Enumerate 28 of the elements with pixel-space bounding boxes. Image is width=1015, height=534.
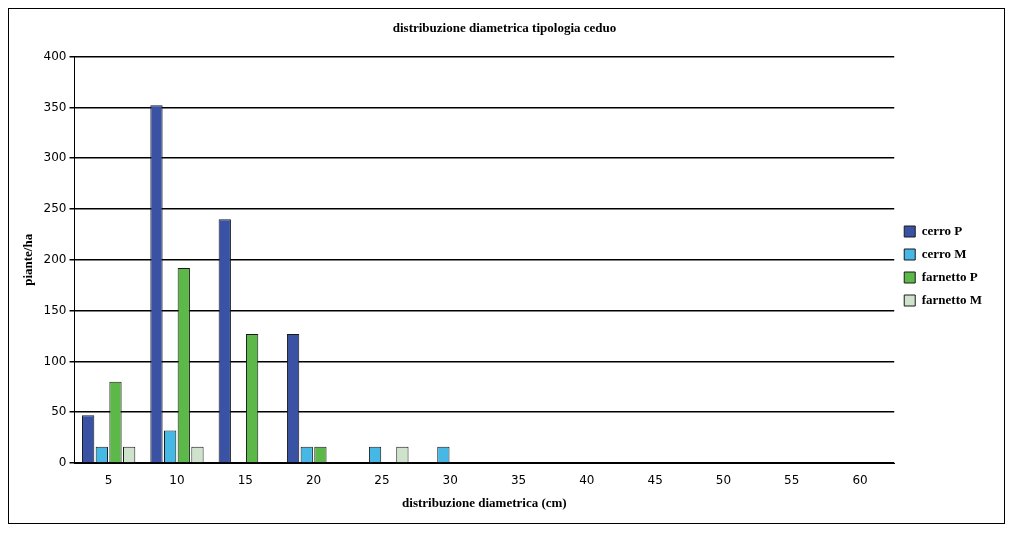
x-tick-label: 10 (169, 473, 185, 488)
x-tick-label: 5 (104, 473, 113, 488)
x-tick-label: 25 (374, 473, 390, 488)
y-tick-label: 250 (43, 201, 67, 216)
legend-label: cerro M (921, 245, 967, 261)
x-tick-label: 45 (647, 473, 663, 488)
y-tick-label: 100 (43, 353, 67, 368)
x-tick-label: 30 (442, 473, 458, 488)
x-tick-label: 35 (510, 473, 527, 488)
legend-label: farnetto M (921, 291, 982, 307)
chart-title: distribuzione diametrica tipologia ceduo (392, 20, 617, 36)
x-tick-label: 20 (305, 473, 322, 488)
x-tick-label: 50 (715, 473, 732, 488)
x-axis-title: distribuzione diametrica (cm) (402, 494, 567, 510)
y-tick-label: 0 (58, 455, 67, 470)
x-tick-label: 40 (579, 473, 595, 488)
x-tick-label: 15 (237, 473, 253, 488)
x-tick-label: 60 (852, 473, 868, 488)
y-tick-label: 50 (51, 404, 67, 419)
y-tick-label: 150 (43, 302, 67, 317)
y-tick-label: 300 (43, 150, 67, 165)
x-tick-label: 55 (784, 473, 800, 488)
y-axis-title: piante/ha (20, 233, 36, 286)
y-tick-label: 400 (43, 48, 67, 63)
legend-label: cerro P (921, 222, 963, 238)
y-tick-label: 350 (43, 99, 67, 114)
y-tick-label: 200 (43, 251, 67, 266)
legend-label: farnetto P (921, 268, 978, 284)
